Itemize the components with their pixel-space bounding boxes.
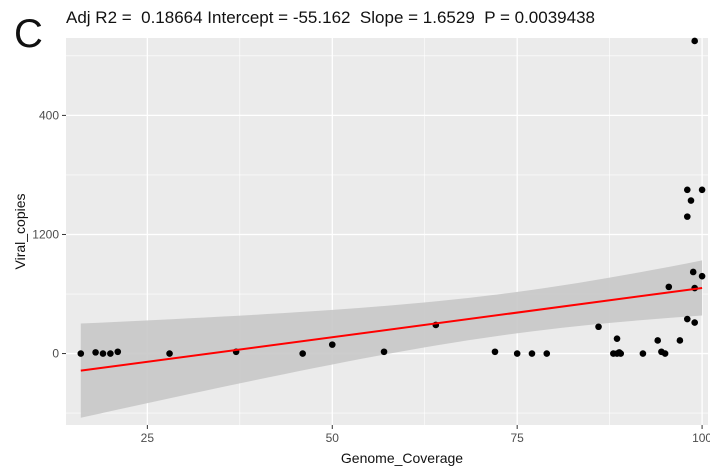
chart-title: Adj R2 = 0.18664 Intercept = -55.162 Slo… <box>66 8 595 27</box>
data-point <box>299 350 306 357</box>
data-point <box>698 186 706 194</box>
data-point <box>665 283 673 291</box>
data-point <box>691 319 698 326</box>
data-point <box>114 348 122 356</box>
data-point <box>639 350 647 357</box>
y-axis-ticks: 0 1200 400 <box>32 108 66 361</box>
regression-line <box>80 286 703 372</box>
data-point <box>77 350 85 357</box>
data-point <box>613 335 621 342</box>
data-point <box>166 350 173 357</box>
x-axis-ticks: 25 50 75 100 <box>141 425 710 445</box>
data-point <box>676 337 684 344</box>
data-point <box>380 348 388 356</box>
data-point <box>328 341 336 348</box>
data-point <box>92 349 99 356</box>
data-point <box>683 186 691 194</box>
data-point <box>513 350 521 357</box>
y-tick-label: 1200 <box>32 227 59 241</box>
data-point <box>543 350 551 357</box>
x-tick-label: 100 <box>692 431 710 445</box>
data-point <box>654 337 662 344</box>
y-axis-title: Viral_copies <box>12 193 28 269</box>
data-point <box>691 37 698 45</box>
data-point <box>689 268 697 276</box>
x-tick-label: 25 <box>141 431 155 445</box>
y-tick-label: 400 <box>39 108 59 122</box>
data-point <box>617 350 625 357</box>
data-point <box>683 315 691 323</box>
data-point <box>698 272 706 280</box>
y-tick-label: 0 <box>52 347 59 361</box>
panel-label: C <box>14 12 43 56</box>
x-tick-label: 75 <box>510 431 524 445</box>
data-point <box>99 350 107 357</box>
data-point <box>661 350 669 357</box>
data-point <box>595 323 602 331</box>
data-point <box>687 197 695 204</box>
data-point <box>683 213 691 220</box>
data-point <box>491 348 499 356</box>
data-point <box>528 350 536 357</box>
x-axis-title: Genome_Coverage <box>341 450 463 466</box>
data-point <box>107 350 114 357</box>
confidence-band <box>80 260 703 418</box>
x-tick-label: 50 <box>326 431 340 445</box>
